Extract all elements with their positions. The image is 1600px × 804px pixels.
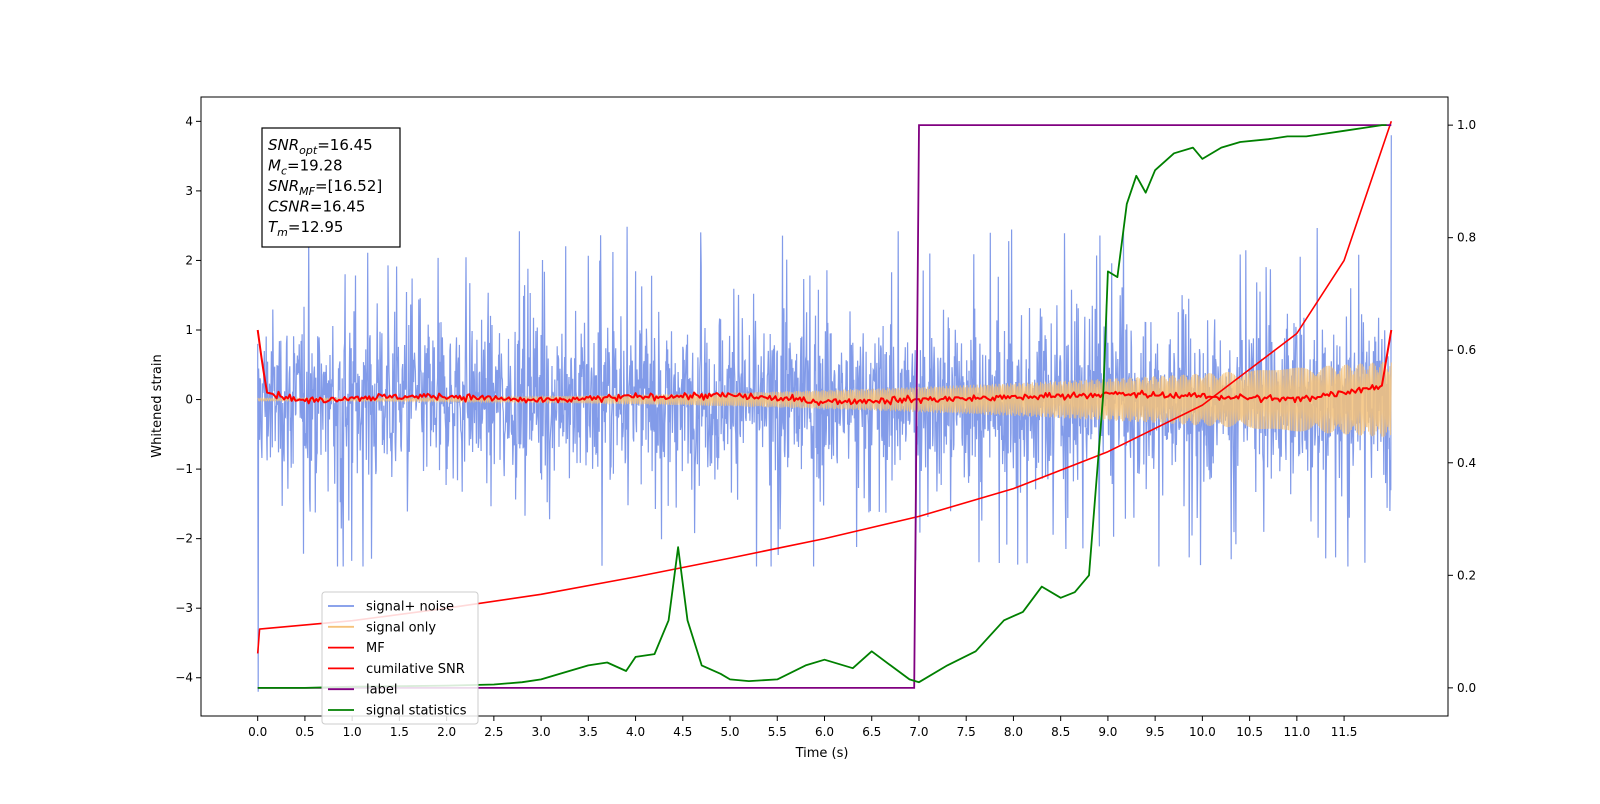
right-y-axis-ticks: 0.0 0.2 0.4 0.6 0.8 1.0 bbox=[1448, 118, 1476, 695]
x-tick-label: 2.5 bbox=[484, 725, 503, 739]
y-tick-label: 2 bbox=[185, 253, 193, 267]
y-tick-label: 1 bbox=[185, 323, 193, 337]
annotation-line: Tm=12.95 bbox=[268, 218, 343, 239]
right-y-tick-label: 0.2 bbox=[1457, 568, 1476, 582]
x-tick-label: 1.0 bbox=[343, 725, 362, 739]
x-tick-label: 0.0 bbox=[248, 725, 267, 739]
annotation-symbol: M bbox=[268, 157, 281, 175]
right-y-tick-label: 0.0 bbox=[1457, 681, 1476, 695]
annotation-symbol: SNR bbox=[268, 177, 299, 195]
x-tick-label: 11.0 bbox=[1283, 725, 1310, 739]
x-tick-label: 9.5 bbox=[1146, 725, 1165, 739]
y-tick-label: 4 bbox=[185, 114, 193, 128]
y-axis-label: Whitened strain bbox=[150, 354, 165, 457]
legend: signal+ noise signal only MF cumilative SNR… bbox=[321, 591, 479, 725]
legend-label: signal+ noise bbox=[366, 600, 454, 615]
annotation-value: =19.28 bbox=[287, 157, 343, 175]
annotation-symbol: T bbox=[268, 218, 279, 236]
x-tick-label: 3.0 bbox=[532, 725, 551, 739]
annotation-line: Mc=19.28 bbox=[268, 157, 343, 178]
x-tick-label: 0.5 bbox=[295, 725, 314, 739]
right-y-tick-label: 0.6 bbox=[1457, 343, 1476, 357]
right-y-tick-label: 1.0 bbox=[1457, 118, 1476, 132]
x-tick-label: 2.0 bbox=[437, 725, 456, 739]
legend-label: signal statistics bbox=[366, 704, 467, 719]
annotation-line: SNRopt=16.45 bbox=[268, 136, 373, 157]
x-tick-label: 3.5 bbox=[579, 725, 598, 739]
right-y-tick-label: 0.4 bbox=[1457, 456, 1476, 470]
x-tick-label: 8.0 bbox=[1004, 725, 1023, 739]
legend-label: signal only bbox=[366, 620, 436, 635]
x-tick-label: 1.5 bbox=[390, 725, 409, 739]
annotation-line: SNRMF=[16.52] bbox=[268, 177, 382, 198]
parameter-annotation-box: SNRopt=16.45Mc=19.28SNRMF=[16.52]CSNR=16… bbox=[261, 127, 401, 248]
legend-label: cumilative SNR bbox=[366, 662, 465, 677]
annotation-value: =12.95 bbox=[288, 218, 344, 236]
x-tick-label: 9.0 bbox=[1098, 725, 1117, 739]
x-tick-label: 7.5 bbox=[957, 725, 976, 739]
legend-label: label bbox=[366, 683, 397, 698]
annotation-value: =16.45 bbox=[310, 198, 366, 216]
y-axis-ticks: −4 −3 −2 −1 0 1 2 3 4 bbox=[175, 114, 201, 685]
y-tick-label: −1 bbox=[175, 462, 193, 476]
y-tick-label: 3 bbox=[185, 184, 193, 198]
x-tick-label: 4.5 bbox=[673, 725, 692, 739]
annotation-subscript: opt bbox=[299, 144, 318, 157]
x-axis-label: Time (s) bbox=[795, 746, 849, 761]
mf-line bbox=[256, 329, 1393, 406]
annotation-value: =16.45 bbox=[317, 136, 373, 154]
x-axis-ticks: 0.0 0.5 1.0 1.5 2.0 2.5 3.0 3.5 4.0 4.5 5.0 5.5 6.0 6… bbox=[248, 716, 1357, 739]
y-tick-label: −2 bbox=[175, 532, 193, 546]
annotation-line: CSNR=16.45 bbox=[268, 198, 365, 216]
annotation-subscript: MF bbox=[299, 185, 315, 198]
y-tick-label: −4 bbox=[175, 671, 193, 685]
x-tick-label: 6.5 bbox=[862, 725, 881, 739]
annotation-subscript: c bbox=[281, 165, 287, 178]
right-y-tick-label: 0.8 bbox=[1457, 231, 1476, 245]
x-tick-label: 6.0 bbox=[815, 725, 834, 739]
x-tick-label: 8.5 bbox=[1051, 725, 1070, 739]
x-tick-label: 5.0 bbox=[720, 725, 739, 739]
annotation-subscript: m bbox=[277, 226, 288, 239]
x-tick-label: 10.0 bbox=[1189, 725, 1216, 739]
x-tick-label: 4.0 bbox=[626, 725, 645, 739]
label-step-line bbox=[257, 124, 1392, 689]
data-layer bbox=[256, 121, 1393, 692]
y-tick-label: 0 bbox=[185, 393, 193, 407]
y-tick-label: −3 bbox=[175, 601, 193, 615]
annotation-frame bbox=[261, 127, 401, 248]
signal-statistics-line bbox=[257, 124, 1387, 689]
annotation-symbol: CSNR bbox=[268, 198, 310, 216]
annotation-symbol: SNR bbox=[268, 136, 299, 154]
legend-frame bbox=[321, 591, 479, 725]
x-tick-label: 7.0 bbox=[909, 725, 928, 739]
legend-label: MF bbox=[366, 641, 385, 656]
x-tick-label: 10.5 bbox=[1236, 725, 1263, 739]
x-tick-label: 11.5 bbox=[1331, 725, 1358, 739]
x-tick-label: 5.5 bbox=[768, 725, 787, 739]
annotation-value: =[16.52] bbox=[315, 177, 382, 195]
